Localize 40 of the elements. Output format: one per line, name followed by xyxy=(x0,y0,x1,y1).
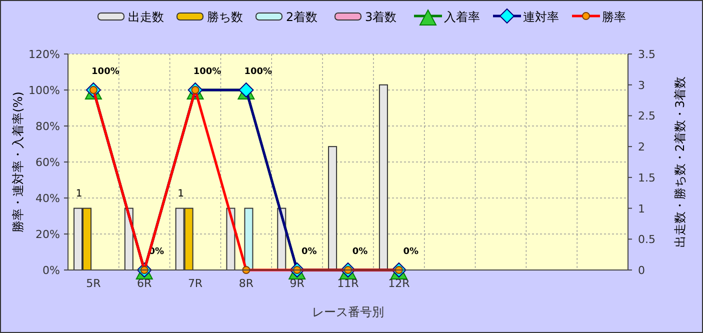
data-label: 1 xyxy=(76,188,82,200)
y2-tick-label: 3 xyxy=(638,78,645,92)
x-tick-label: 12R xyxy=(388,277,410,290)
legend-label: 出走数 xyxy=(128,10,164,24)
y2-tick-label: 0.5 xyxy=(638,233,656,246)
x-tick-label: 11R xyxy=(337,277,360,290)
legend-label: 入着率 xyxy=(444,10,480,24)
x-tick-label: 6R xyxy=(137,277,152,290)
x-axis-title: レース番号別 xyxy=(312,305,384,319)
data-label: 1 xyxy=(178,188,184,200)
data-label: 100% xyxy=(193,67,222,77)
y-tick-label: 100% xyxy=(28,84,60,97)
y-tick-label: 120% xyxy=(28,48,60,61)
y2-tick-label: 1.5 xyxy=(638,171,656,184)
data-label: 0% xyxy=(352,247,368,257)
y2-tick-label: 2.5 xyxy=(638,110,656,123)
y-tick-label: 40% xyxy=(36,192,60,205)
legend-label: 勝ち数 xyxy=(207,10,243,24)
legend-label: 連対率 xyxy=(523,10,559,24)
y2-axis-title: 出走数・勝ち数・2着数・3着数 xyxy=(673,76,687,248)
data-label: 0% xyxy=(403,247,419,257)
data-label: 0% xyxy=(301,247,317,257)
data-label: 100% xyxy=(244,67,272,77)
y-tick-label: 60% xyxy=(36,156,60,169)
y2-tick-label: 3.5 xyxy=(638,48,656,61)
y-axis-title: 勝率・連対率・入着率(%) xyxy=(11,92,25,232)
data-label: 100% xyxy=(92,67,120,77)
x-tick-label: 9R xyxy=(290,277,305,290)
x-tick-label: 5R xyxy=(86,277,102,290)
y2-tick-label: 0 xyxy=(638,264,645,277)
y2-tick-label: 1 xyxy=(638,202,645,216)
y-tick-label: 80% xyxy=(36,120,60,133)
x-tick-label: 8R xyxy=(238,277,254,290)
legend-label: 2着数 xyxy=(286,10,318,24)
legend-label: 3着数 xyxy=(365,10,397,24)
y2-tick-label: 2 xyxy=(638,140,645,154)
y-tick-label: 20% xyxy=(36,228,60,241)
y-tick-label: 0% xyxy=(42,264,60,277)
legend-label: 勝率 xyxy=(602,10,626,24)
x-tick-label: 7R xyxy=(188,277,203,290)
